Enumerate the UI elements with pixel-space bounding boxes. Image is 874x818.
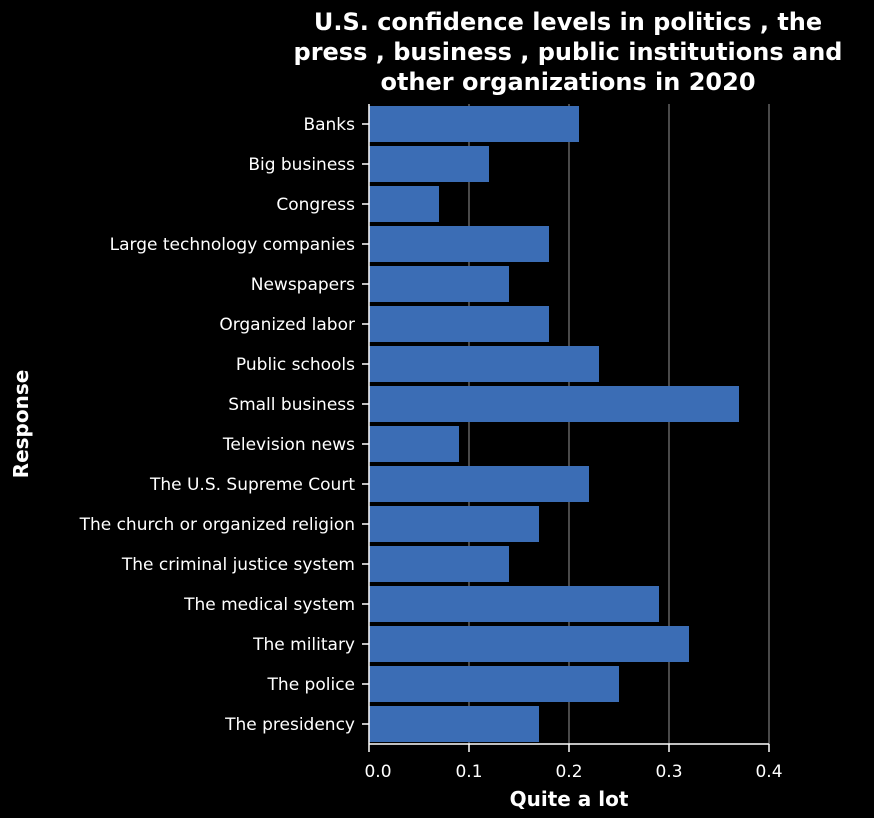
bar xyxy=(369,306,549,342)
bar xyxy=(369,346,599,382)
y-axis: Banks Big business Congress Large technolog… xyxy=(79,104,370,744)
y-tick-label: The U.S. Supreme Court xyxy=(149,475,355,495)
bar xyxy=(369,386,739,422)
chart-title-line-3: other organizations in 2020 xyxy=(380,68,755,96)
bar xyxy=(369,226,549,262)
y-tick-label: The police xyxy=(267,675,355,695)
y-tick-label: Television news xyxy=(222,435,355,455)
x-tick-label: 0.2 xyxy=(555,762,582,782)
y-tick-label: The presidency xyxy=(224,715,355,735)
x-axis-title: Quite a lot xyxy=(510,787,629,811)
bar xyxy=(369,706,539,742)
bar xyxy=(369,266,509,302)
y-tick-label: Organized labor xyxy=(219,315,355,335)
bar xyxy=(369,106,579,142)
bar xyxy=(369,546,509,582)
bar xyxy=(369,666,619,702)
bar xyxy=(369,506,539,542)
x-axis: 0.0 0.1 0.2 0.3 0.4 xyxy=(364,743,783,782)
y-tick-label: Congress xyxy=(276,195,355,215)
bars xyxy=(369,106,739,742)
y-tick-label: Big business xyxy=(248,155,355,175)
y-tick-label: Banks xyxy=(303,115,355,135)
bar xyxy=(369,626,689,662)
y-tick-label: Newspapers xyxy=(251,275,355,295)
x-tick-label: 0.1 xyxy=(455,762,482,782)
x-tick-label: 0.0 xyxy=(364,762,391,782)
bar xyxy=(369,426,459,462)
x-tick-label: 0.3 xyxy=(655,762,682,782)
y-tick-label: Large technology companies xyxy=(110,235,356,255)
chart-title: U.S. confidence levels in politics , the… xyxy=(294,8,843,96)
bar xyxy=(369,586,659,622)
y-tick-label: The criminal justice system xyxy=(121,555,355,575)
y-tick-label: The military xyxy=(252,635,355,655)
y-tick-label: The medical system xyxy=(183,595,355,615)
y-axis-title: Response xyxy=(9,370,33,479)
bar xyxy=(369,146,489,182)
chart-title-line-1: U.S. confidence levels in politics , the xyxy=(314,8,822,36)
x-tick-label: 0.4 xyxy=(755,762,782,782)
y-tick-label: Public schools xyxy=(236,355,355,375)
bar xyxy=(369,466,589,502)
y-tick-label: Small business xyxy=(228,395,355,415)
chart-title-line-2: press , business , public institutions a… xyxy=(294,38,843,66)
y-tick-label: The church or organized religion xyxy=(79,515,355,535)
bar xyxy=(369,186,439,222)
